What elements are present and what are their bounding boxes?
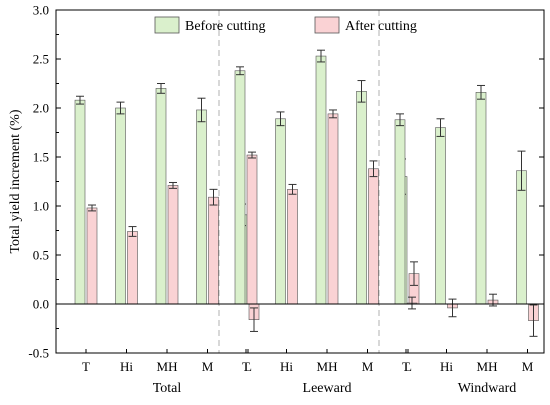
- x-tick-label: M: [362, 359, 374, 374]
- y-tick-label: 1.5: [33, 150, 49, 165]
- x-tick-label: M: [522, 359, 534, 374]
- x-tick-label: T: [242, 359, 250, 374]
- separator-layer: [218, 10, 380, 353]
- legend-label: After cutting: [345, 19, 417, 34]
- bars-layer: [74, 49, 539, 337]
- y-tick-label: 0.5: [33, 248, 49, 263]
- group-label: Leeward: [303, 381, 352, 396]
- bar-before: [234, 70, 246, 305]
- x-tick-label: T: [402, 359, 410, 374]
- bar-after: [368, 168, 379, 305]
- x-tick-label: Hi: [440, 359, 453, 374]
- group-label: Windward: [458, 381, 517, 396]
- y-tick-label: 3.0: [33, 3, 49, 18]
- bar-after: [127, 231, 138, 305]
- bar-before: [74, 99, 86, 305]
- bar-before: [275, 118, 286, 305]
- legend: Before cutting After cutting: [154, 16, 417, 34]
- bar-after: [246, 154, 258, 305]
- bar-after: [287, 189, 298, 305]
- bar-after: [167, 185, 179, 305]
- bar-before: [196, 109, 207, 305]
- x-tick-label: Hi: [120, 359, 133, 374]
- bar-before: [356, 91, 367, 305]
- x-tick-label: T: [82, 359, 90, 374]
- bar-before: [315, 55, 327, 305]
- y-tick-label: 2.0: [33, 101, 49, 116]
- y-tick-label: 2.5: [33, 52, 49, 67]
- legend-swatch: [154, 16, 180, 34]
- x-tick-label: M: [202, 359, 214, 374]
- bar-before: [475, 92, 487, 305]
- bar-after: [86, 207, 98, 305]
- x-tick-label: MH: [477, 359, 498, 374]
- legend-swatch: [314, 16, 340, 34]
- bar-before: [435, 127, 446, 305]
- group-label: Total: [153, 381, 182, 396]
- x-tick-label: L: [244, 359, 252, 374]
- labels-layer: THiMHMLTotalTHiMHMLLeewardTHiMHMLWindwar…: [8, 3, 534, 397]
- bar-before: [394, 119, 406, 305]
- y-tick-label: 1.0: [33, 199, 49, 214]
- x-tick-label: Hi: [280, 359, 293, 374]
- bar-before: [115, 107, 126, 305]
- legend-label: Before cutting: [185, 19, 265, 34]
- bar-before: [155, 88, 167, 305]
- bar-after: [327, 113, 339, 305]
- y-axis-label: Total yield increment (%): [8, 109, 23, 253]
- axis-layer: [55, 9, 545, 354]
- x-tick-label: L: [404, 359, 412, 374]
- y-tick-label: 0.0: [33, 297, 49, 312]
- x-tick-label: MH: [157, 359, 178, 374]
- x-tick-label: MH: [317, 359, 338, 374]
- y-tick-label: -0.5: [28, 346, 49, 361]
- bar-after: [208, 196, 219, 305]
